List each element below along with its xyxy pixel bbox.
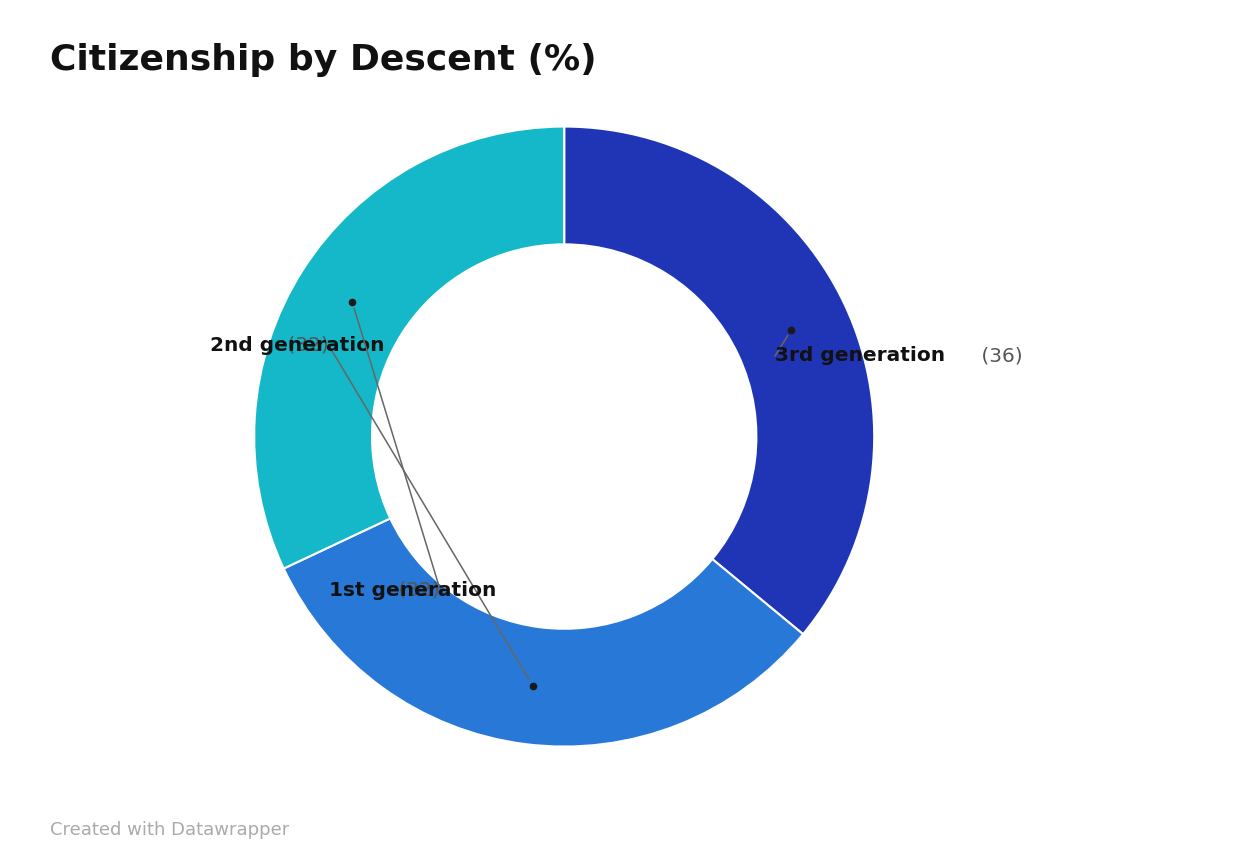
Text: Created with Datawrapper: Created with Datawrapper <box>50 821 289 839</box>
Wedge shape <box>254 127 564 568</box>
Text: (36): (36) <box>975 347 1023 366</box>
Wedge shape <box>284 519 804 746</box>
Wedge shape <box>564 127 874 634</box>
Text: 1st generation: 1st generation <box>329 580 496 599</box>
Text: (32): (32) <box>280 336 329 354</box>
Text: 2nd generation: 2nd generation <box>211 336 384 354</box>
Text: 3rd generation: 3rd generation <box>775 347 945 366</box>
Text: (32): (32) <box>392 580 440 599</box>
Text: Citizenship by Descent (%): Citizenship by Descent (%) <box>50 43 596 77</box>
